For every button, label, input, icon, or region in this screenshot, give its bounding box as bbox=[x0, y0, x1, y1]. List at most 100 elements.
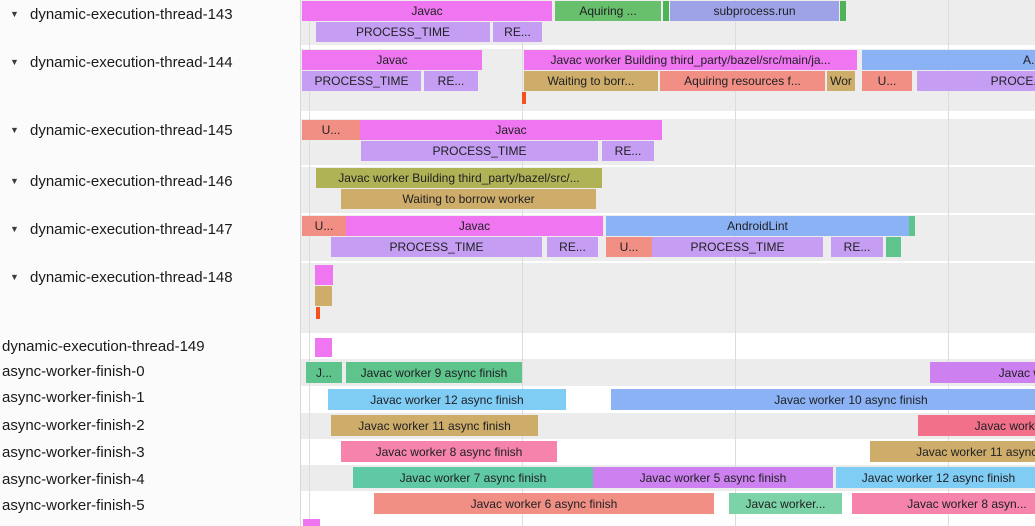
collapse-caret-icon[interactable]: ▼ bbox=[10, 8, 19, 19]
slice[interactable]: Javac worker Building third_party/bazel/… bbox=[316, 168, 602, 188]
gridline bbox=[309, 0, 310, 526]
slice-marker[interactable] bbox=[315, 265, 333, 285]
slice[interactable]: RE... bbox=[547, 237, 598, 257]
slice[interactable]: PROCESS_TIME bbox=[316, 22, 490, 42]
slice[interactable]: PROCESS_TIME bbox=[652, 237, 823, 257]
sidebar-row: ▼ dynamic-execution-thread-145 bbox=[0, 120, 300, 140]
track-dynamic-execution-thread-147: U... Javac AndroidLint PROCESS_TIME RE... U..… bbox=[301, 215, 1035, 261]
gridline bbox=[522, 0, 523, 526]
slice[interactable]: Javac worker 9 async finish bbox=[346, 362, 522, 383]
track-label: async-worker-finish-3 bbox=[2, 443, 145, 461]
track-label: dynamic-execution-thread-144 bbox=[30, 53, 233, 71]
slice-marker[interactable] bbox=[663, 1, 669, 21]
sidebar-row: async-worker-finish-1 bbox=[0, 387, 302, 407]
track-label: dynamic-execution-thread-143 bbox=[30, 5, 233, 23]
slice[interactable]: Javac worke... bbox=[918, 415, 1035, 436]
track-dynamic-execution-thread-146: Javac worker Building third_party/bazel/… bbox=[301, 167, 1035, 213]
track-dynamic-execution-thread-143: Javac Aquiring ... subprocess.run PROCESS_T… bbox=[301, 0, 1035, 45]
track-dynamic-execution-thread-148 bbox=[301, 263, 1035, 333]
slice[interactable]: Aquiring resources f... bbox=[660, 71, 825, 91]
collapse-caret-icon[interactable]: ▼ bbox=[10, 124, 19, 135]
slice[interactable]: U... bbox=[302, 120, 360, 140]
slice[interactable]: U... bbox=[606, 237, 652, 257]
slice[interactable]: PROCESS_TIME bbox=[361, 141, 598, 161]
slice[interactable]: subprocess.run bbox=[670, 1, 839, 21]
track-async-worker-finish-3: Javac worker 8 async finish Javac worker … bbox=[301, 439, 1035, 465]
slice[interactable]: Javac worker 10 async finish bbox=[611, 389, 1035, 410]
slice[interactable]: Waiting to borr... bbox=[524, 71, 658, 91]
sidebar-row: async-worker-finish-0 bbox=[0, 361, 302, 381]
slice[interactable]: Aquiring ... bbox=[555, 1, 661, 21]
collapse-caret-icon[interactable]: ▼ bbox=[10, 271, 19, 282]
slice[interactable]: Javac worker 8 async finish bbox=[341, 441, 557, 462]
slice[interactable]: Javac worker 7 async finish bbox=[353, 467, 593, 488]
sidebar-row: async-worker-finish-2 bbox=[0, 415, 302, 435]
slice[interactable]: U... bbox=[862, 71, 912, 91]
slice[interactable]: Javac w... bbox=[930, 362, 1035, 383]
track-dynamic-execution-thread-149 bbox=[301, 337, 1035, 358]
slice[interactable]: Javac bbox=[360, 120, 662, 140]
track-label: async-worker-finish-5 bbox=[2, 496, 145, 514]
slice[interactable]: Javac worker Building third_party/bazel/… bbox=[524, 50, 857, 70]
track-dynamic-execution-thread-145: U... Javac PROCESS_TIME RE... bbox=[301, 119, 1035, 165]
track-label: dynamic-execution-thread-149 bbox=[2, 337, 205, 355]
slice[interactable]: Javac bbox=[346, 216, 603, 236]
slice[interactable]: PROCESS_TIME bbox=[331, 237, 542, 257]
track-label: async-worker-finish-4 bbox=[2, 470, 145, 488]
slice[interactable]: AndroidLint bbox=[606, 216, 909, 236]
slice[interactable]: RE... bbox=[831, 237, 883, 257]
track-label: dynamic-execution-thread-145 bbox=[30, 121, 233, 139]
sidebar-row: ▼ dynamic-execution-thread-147 bbox=[0, 219, 300, 239]
sidebar-row: async-worker-finish-3 bbox=[0, 442, 302, 462]
sidebar-row: ▼ dynamic-execution-thread-148 bbox=[0, 267, 300, 287]
slice[interactable]: RE... bbox=[493, 22, 542, 42]
sidebar-row: dynamic-execution-thread-149 bbox=[0, 336, 302, 356]
slice-marker[interactable] bbox=[316, 307, 320, 319]
slice[interactable]: Javac worker 11 async finish bbox=[331, 415, 538, 436]
collapse-caret-icon[interactable]: ▼ bbox=[10, 223, 19, 234]
slice-marker[interactable] bbox=[886, 237, 901, 257]
slice[interactable]: Javac worker 11 async f... bbox=[870, 441, 1035, 462]
track-label: dynamic-execution-thread-146 bbox=[30, 172, 233, 190]
slice[interactable]: Javac worker 8 asyn... bbox=[852, 493, 1035, 514]
slice[interactable]: Javac worker... bbox=[729, 493, 842, 514]
slice[interactable]: RE... bbox=[602, 141, 654, 161]
track-dynamic-execution-thread-144: Javac Javac worker Building third_party/b… bbox=[301, 49, 1035, 111]
collapse-caret-icon[interactable]: ▼ bbox=[10, 56, 19, 67]
sidebar-row: async-worker-finish-4 bbox=[0, 469, 302, 489]
slice[interactable]: Javac bbox=[302, 50, 482, 70]
slice[interactable]: Javac worker 6 async finish bbox=[374, 493, 714, 514]
track-async-worker-finish-5: Javac worker 6 async finish Javac worker.… bbox=[301, 491, 1035, 517]
slice-marker[interactable] bbox=[909, 216, 915, 236]
slice[interactable]: A... bbox=[862, 50, 1035, 70]
timeline-panel[interactable]: Javac Aquiring ... subprocess.run PROCESS_T… bbox=[300, 0, 1035, 526]
track-label: async-worker-finish-0 bbox=[2, 362, 145, 380]
slice[interactable]: Wor bbox=[827, 71, 855, 91]
slice[interactable]: PROCESS_TIME bbox=[302, 71, 421, 91]
sidebar-row: async-worker-finish-5 bbox=[0, 495, 302, 515]
track-label: async-worker-finish-1 bbox=[2, 388, 145, 406]
slice-marker[interactable] bbox=[840, 1, 846, 21]
slice-marker[interactable] bbox=[315, 286, 332, 306]
track-label: dynamic-execution-thread-147 bbox=[30, 220, 233, 238]
sidebar-row: ▼ dynamic-execution-thread-143 bbox=[0, 4, 300, 24]
slice[interactable]: Javac worker 12 async finish bbox=[836, 467, 1035, 488]
slice-marker[interactable] bbox=[315, 338, 332, 357]
track-async-worker-finish-0: J...Javac worker 9 async finish Javac w..… bbox=[301, 359, 1035, 386]
slice-marker[interactable] bbox=[303, 519, 320, 526]
slice-marker[interactable] bbox=[522, 92, 526, 104]
slice[interactable]: Javac worker 5 async finish bbox=[593, 467, 833, 488]
slice[interactable]: Javac worker 12 async finish bbox=[328, 389, 566, 410]
slice[interactable]: Waiting to borrow worker bbox=[341, 189, 596, 209]
slice[interactable]: U... bbox=[302, 216, 346, 236]
slice[interactable]: J... bbox=[306, 362, 342, 383]
track-label: dynamic-execution-thread-148 bbox=[30, 268, 233, 286]
sidebar-row: ▼ dynamic-execution-thread-144 bbox=[0, 52, 300, 72]
gridline bbox=[948, 0, 949, 526]
collapse-caret-icon[interactable]: ▼ bbox=[10, 175, 19, 186]
slice[interactable]: Javac bbox=[302, 1, 552, 21]
track-partial-bottom-row bbox=[301, 517, 1035, 526]
slice[interactable]: RE... bbox=[424, 71, 478, 91]
slice[interactable]: PROCE... bbox=[917, 71, 1035, 91]
